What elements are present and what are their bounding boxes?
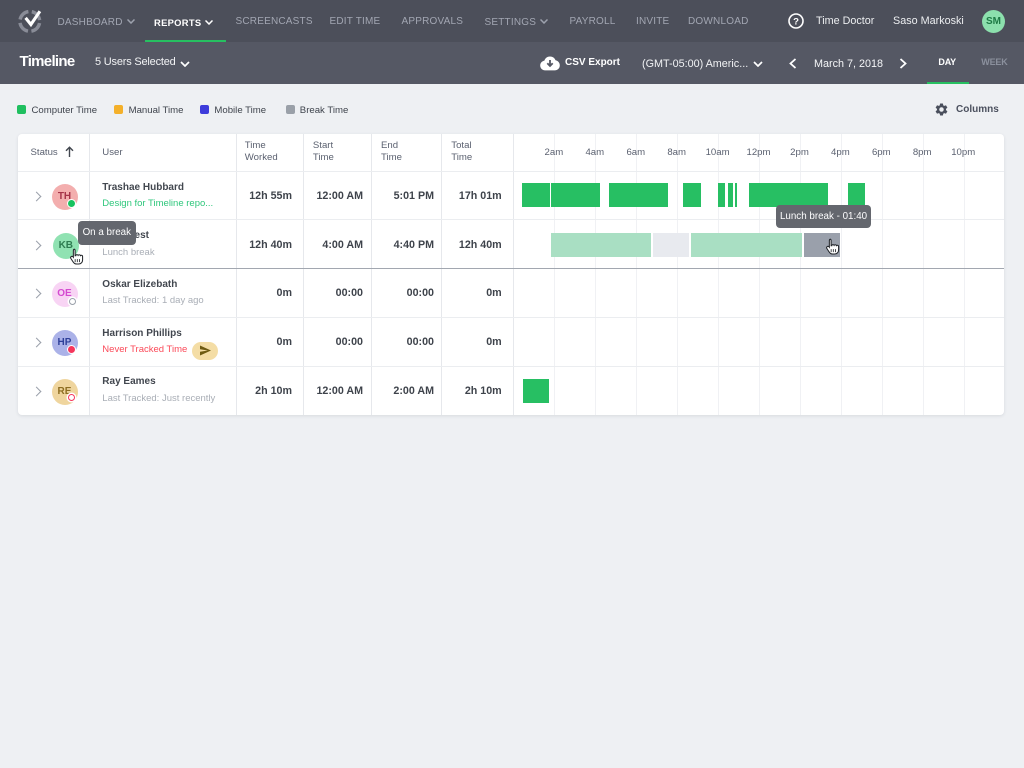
svg-text:?: ?	[793, 16, 799, 27]
